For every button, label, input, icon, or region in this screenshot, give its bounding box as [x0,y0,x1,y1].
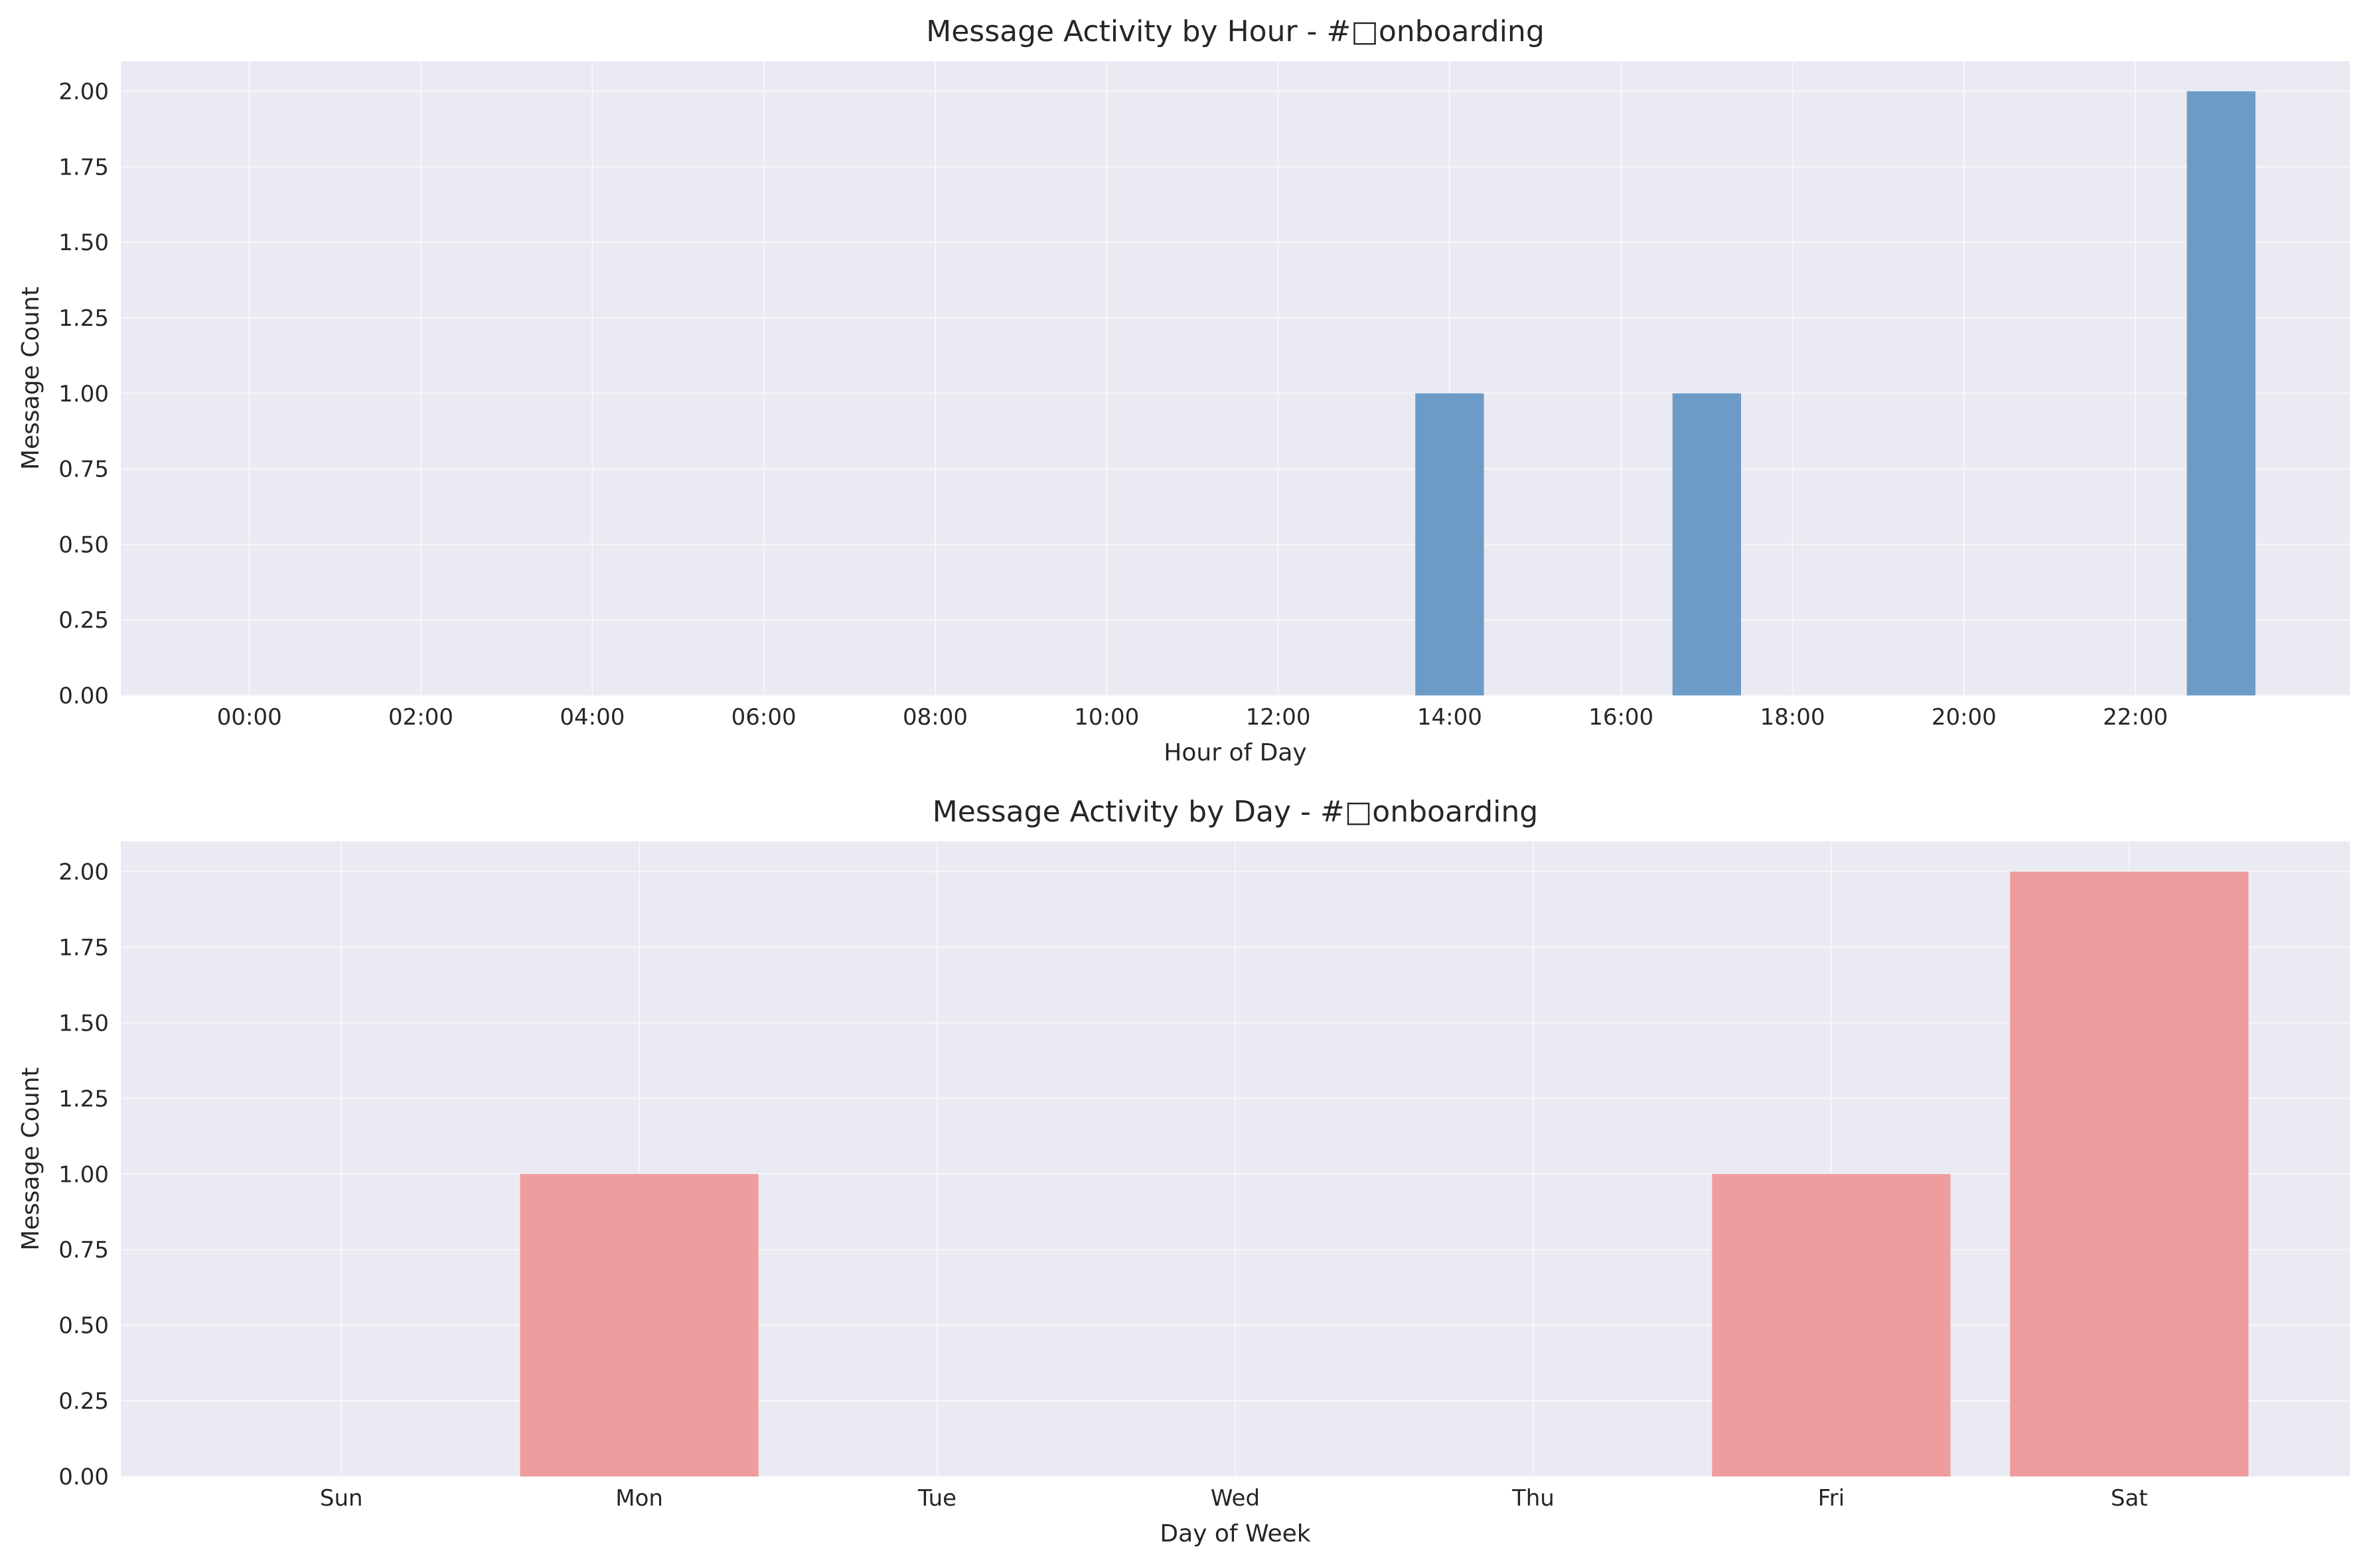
y-tick-label: 0.75 [58,457,109,483]
x-tick-label: 22:00 [2103,704,2168,731]
y-tick-label: 0.00 [58,683,109,709]
y-tick-label: 0.25 [58,607,109,634]
hourly-x-tick-labels: 00:00 02:00 04:00 06:00 08:00 10:00 12:00 14:00… [217,704,2168,731]
hour-bar [1415,393,1484,695]
y-tick-label: 1.25 [58,1086,109,1112]
day-bar [1712,1174,1951,1476]
y-tick-label: 1.75 [58,154,109,180]
hourly-activity-chart: 0.00 0.25 0.50 0.75 1.00 1.25 1.50 1.75 2.00 00:… [17,15,2350,766]
x-tick-label: 06:00 [731,704,797,731]
y-tick-label: 0.25 [58,1388,109,1415]
day-bar [520,1174,759,1476]
daily-bars [520,871,2249,1476]
daily-x-tick-labels: Sun Mon Tue Wed Thu Fri Sat [320,1485,2148,1512]
hourly-plot-background [121,61,2350,695]
day-bar [2010,871,2249,1476]
y-tick-label: 0.50 [58,532,109,558]
hourly-x-axis-label: Hour of Day [1164,739,1306,766]
hourly-y-tick-labels: 0.00 0.25 0.50 0.75 1.00 1.25 1.50 1.75 2.00 [58,79,109,709]
hourly-gridlines [121,61,2350,696]
daily-chart-title: Message Activity by Day - #□onboarding [933,795,1538,829]
x-tick-label: 16:00 [1588,704,1653,731]
x-tick-label: Tue [917,1485,956,1512]
y-tick-label: 0.00 [58,1464,109,1490]
x-tick-label: Wed [1211,1485,1260,1512]
daily-x-axis-label: Day of Week [1160,1520,1310,1547]
y-tick-label: 1.75 [58,935,109,962]
daily-activity-chart: 0.00 0.25 0.50 0.75 1.00 1.25 1.50 1.75 2.00 Sun… [17,795,2350,1547]
x-tick-label: 10:00 [1074,704,1139,731]
y-tick-label: 0.75 [58,1237,109,1263]
x-tick-label: 12:00 [1246,704,1311,731]
x-tick-label: 02:00 [388,704,453,731]
y-tick-label: 1.50 [58,230,109,256]
hour-bar [2186,91,2255,695]
x-tick-label: Fri [1818,1485,1845,1512]
hourly-y-axis-label: Message Count [17,287,44,470]
x-tick-label: Sat [2111,1485,2148,1512]
x-tick-label: 18:00 [1760,704,1825,731]
x-tick-label: 00:00 [217,704,282,731]
daily-gridlines [121,841,2350,1477]
y-tick-label: 2.00 [58,859,109,886]
x-tick-label: 04:00 [560,704,625,731]
y-tick-label: 1.00 [58,381,109,407]
x-tick-label: Mon [615,1485,663,1512]
x-tick-label: 14:00 [1417,704,1482,731]
hourly-bars [1415,91,2255,695]
y-tick-label: 1.00 [58,1161,109,1188]
x-tick-label: 08:00 [903,704,968,731]
y-tick-label: 1.25 [58,305,109,332]
x-tick-label: 20:00 [1932,704,1997,731]
y-tick-label: 2.00 [58,79,109,106]
y-tick-label: 0.50 [58,1313,109,1339]
x-tick-label: Thu [1511,1485,1555,1512]
daily-y-tick-labels: 0.00 0.25 0.50 0.75 1.00 1.25 1.50 1.75 2.00 [58,859,109,1490]
hourly-chart-title: Message Activity by Hour - #□onboarding [926,15,1545,48]
y-tick-label: 1.50 [58,1010,109,1036]
hour-bar [1672,393,1742,695]
daily-y-axis-label: Message Count [17,1067,44,1250]
x-tick-label: Sun [320,1485,363,1512]
